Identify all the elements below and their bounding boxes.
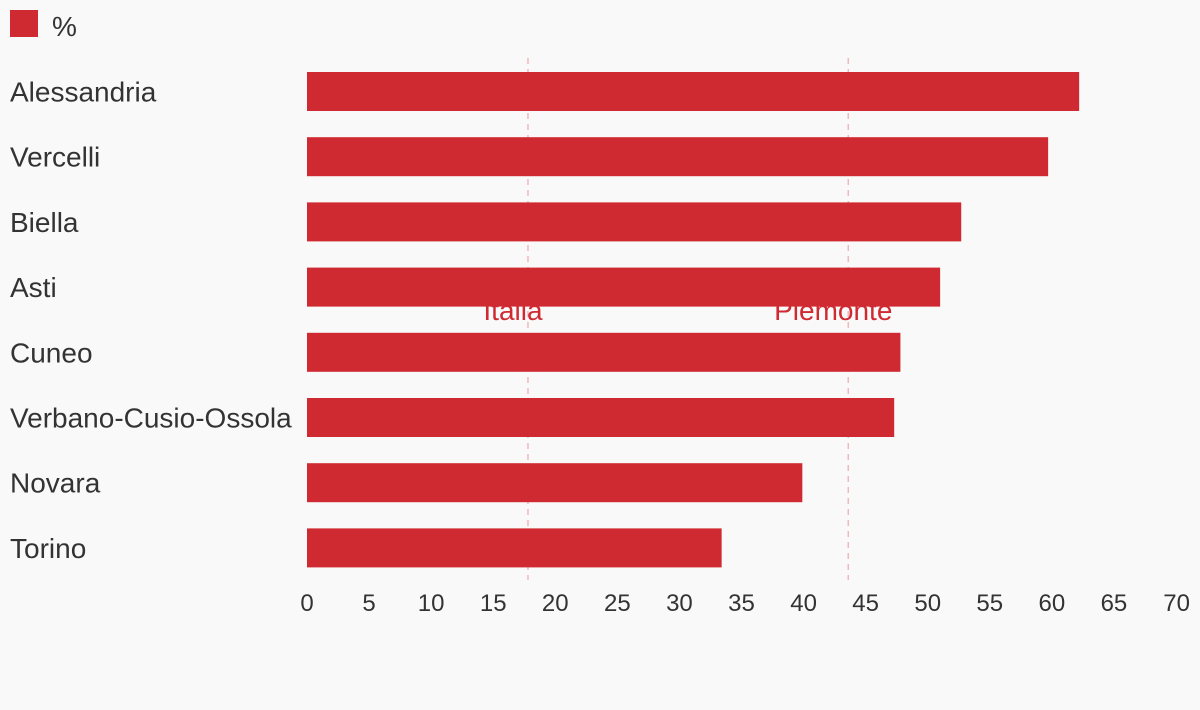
x-tick-label: 25 bbox=[604, 590, 631, 617]
reference-labels: Italia Piemonte bbox=[483, 295, 892, 326]
reference-label-piemonte: Piemonte bbox=[774, 295, 892, 326]
legend: % bbox=[10, 10, 77, 42]
x-tick-label: 60 bbox=[1039, 590, 1066, 617]
legend-label: % bbox=[52, 11, 77, 42]
x-tick-label: 5 bbox=[362, 590, 375, 617]
x-tick-label: 40 bbox=[790, 590, 817, 617]
bar-alessandria bbox=[307, 72, 1080, 111]
category-label: Cuneo bbox=[10, 337, 93, 368]
category-label: Novara bbox=[10, 468, 101, 499]
legend-swatch bbox=[10, 10, 38, 37]
category-label: Biella bbox=[10, 207, 79, 238]
category-label: Vercelli bbox=[10, 142, 100, 173]
x-tick-label: 15 bbox=[480, 590, 507, 617]
x-tick-label: 70 bbox=[1163, 590, 1190, 617]
x-tick-label: 35 bbox=[728, 590, 755, 617]
x-tick-label: 50 bbox=[914, 590, 941, 617]
x-tick-label: 45 bbox=[852, 590, 879, 617]
bar-torino bbox=[307, 528, 722, 568]
x-tick-label: 30 bbox=[666, 590, 693, 617]
x-tick-label: 55 bbox=[976, 590, 1003, 617]
bar-vercelli bbox=[307, 137, 1049, 177]
category-label: Alessandria bbox=[10, 77, 157, 108]
category-label: Verbano-Cusio-Ossola bbox=[10, 403, 292, 434]
bars bbox=[307, 72, 1080, 568]
bar-verbano-cusio-ossola bbox=[307, 398, 895, 437]
bar-biella bbox=[307, 202, 962, 242]
x-tick-label: 65 bbox=[1101, 590, 1128, 617]
category-label: Asti bbox=[10, 272, 57, 303]
bar-asti bbox=[307, 267, 941, 307]
x-tick-label: 0 bbox=[300, 590, 313, 617]
category-label: Torino bbox=[10, 533, 86, 564]
x-tick-label: 20 bbox=[542, 590, 569, 617]
reference-label-italia: Italia bbox=[483, 295, 543, 326]
bar-novara bbox=[307, 463, 803, 503]
x-tick-label: 10 bbox=[418, 590, 445, 617]
bar-cuneo bbox=[307, 332, 901, 372]
category-labels: Alessandria Vercelli Biella Asti Cuneo Verban… bbox=[10, 77, 292, 564]
x-axis-ticks: 0 5 10 15 20 25 30 35 40 45 50 55 60 65 70 bbox=[300, 590, 1190, 617]
